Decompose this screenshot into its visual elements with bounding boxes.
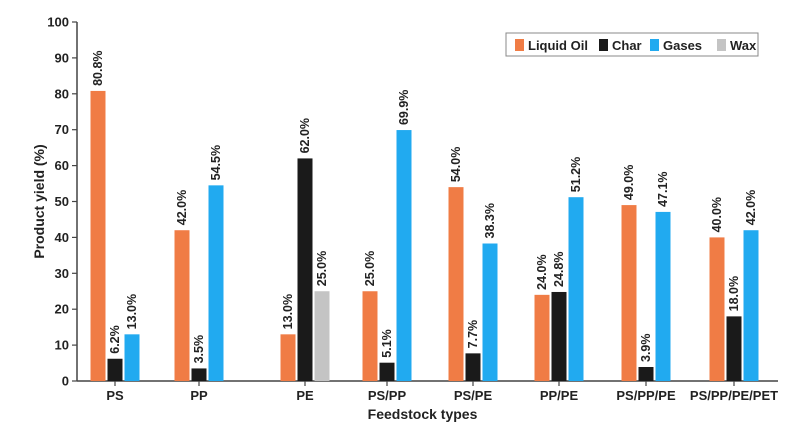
y-tick-label: 0 xyxy=(62,374,69,389)
y-tick-label: 100 xyxy=(47,15,69,30)
bar-char xyxy=(551,291,567,381)
y-tick-label: 90 xyxy=(55,50,69,65)
legend-label: Liquid Oil xyxy=(528,38,588,53)
bar-liquid-oil xyxy=(621,205,637,381)
bar-liquid-oil xyxy=(362,291,378,381)
bar-liquid-oil xyxy=(534,294,550,381)
bar-liquid-oil xyxy=(174,230,190,381)
x-tick-label: PP xyxy=(190,388,208,403)
bar-char xyxy=(297,158,313,381)
data-label: 38.3% xyxy=(483,203,497,238)
y-tick-label: 10 xyxy=(55,338,69,353)
data-label: 25.0% xyxy=(315,251,329,286)
data-label: 49.0% xyxy=(622,165,636,200)
data-label: 25.0% xyxy=(363,251,377,286)
y-tick-label: 40 xyxy=(55,230,69,245)
data-label: 42.0% xyxy=(744,190,758,225)
data-label: 54.0% xyxy=(449,147,463,182)
x-tick-label: PS/PP/PE/PET xyxy=(690,388,778,403)
x-axis-title: Feedstock types xyxy=(368,406,478,422)
y-tick-label: 80 xyxy=(55,86,69,101)
data-label: 13.0% xyxy=(125,294,139,329)
data-label: 51.2% xyxy=(569,157,583,192)
x-tick-label: PS/PP xyxy=(368,388,407,403)
bar-char xyxy=(379,362,395,381)
bar-char xyxy=(107,358,123,381)
legend-box xyxy=(505,32,759,57)
data-label: 47.1% xyxy=(656,171,670,206)
data-label: 3.5% xyxy=(192,335,206,364)
data-label: 62.0% xyxy=(298,118,312,153)
x-tick-label: PS/PE xyxy=(454,388,493,403)
data-label: 3.9% xyxy=(639,333,653,362)
data-label: 18.0% xyxy=(727,276,741,311)
bar-gases xyxy=(482,243,498,381)
bar-gases xyxy=(124,334,140,381)
data-label: 24.0% xyxy=(535,254,549,289)
data-label: 7.7% xyxy=(466,320,480,349)
data-label: 42.0% xyxy=(175,190,189,225)
data-label: 40.0% xyxy=(710,197,724,232)
legend-swatch xyxy=(650,39,659,51)
bar-liquid-oil xyxy=(90,90,106,381)
data-label: 5.1% xyxy=(380,329,394,358)
bar-char xyxy=(638,366,654,381)
bar-gases xyxy=(396,130,412,381)
legend-label: Char xyxy=(612,38,642,53)
data-label: 80.8% xyxy=(91,50,105,85)
bar-char xyxy=(191,368,207,381)
legend-swatch xyxy=(599,39,608,51)
bar-liquid-oil xyxy=(280,334,296,381)
bar-liquid-oil xyxy=(448,187,464,381)
legend-swatch xyxy=(717,39,726,51)
y-tick-label: 70 xyxy=(55,122,69,137)
x-tick-label: PS/PP/PE xyxy=(616,388,676,403)
y-axis-title: Product yield (%) xyxy=(31,144,47,258)
bar-liquid-oil xyxy=(709,237,725,381)
y-tick-label: 60 xyxy=(55,158,69,173)
y-tick-label: 20 xyxy=(55,302,69,317)
legend-label: Wax xyxy=(730,38,757,53)
bar-gases xyxy=(655,211,671,381)
legend-swatch xyxy=(515,39,524,51)
data-label: 6.2% xyxy=(108,325,122,354)
x-tick-label: PS xyxy=(106,388,124,403)
legend-label: Gases xyxy=(663,38,702,53)
data-label: 69.9% xyxy=(397,90,411,125)
data-label: 54.5% xyxy=(209,145,223,180)
bar-gases xyxy=(208,185,224,381)
bar-gases xyxy=(743,230,759,381)
data-label: 13.0% xyxy=(281,294,295,329)
x-tick-label: PP/PE xyxy=(540,388,579,403)
bar-gases xyxy=(568,197,584,381)
bar-char xyxy=(726,316,742,381)
bar-char xyxy=(465,353,481,381)
bar-wax xyxy=(314,291,330,381)
y-tick-label: 50 xyxy=(55,194,69,209)
y-tick-label: 30 xyxy=(55,266,69,281)
x-tick-label: PE xyxy=(296,388,314,403)
data-label: 24.8% xyxy=(552,252,566,287)
